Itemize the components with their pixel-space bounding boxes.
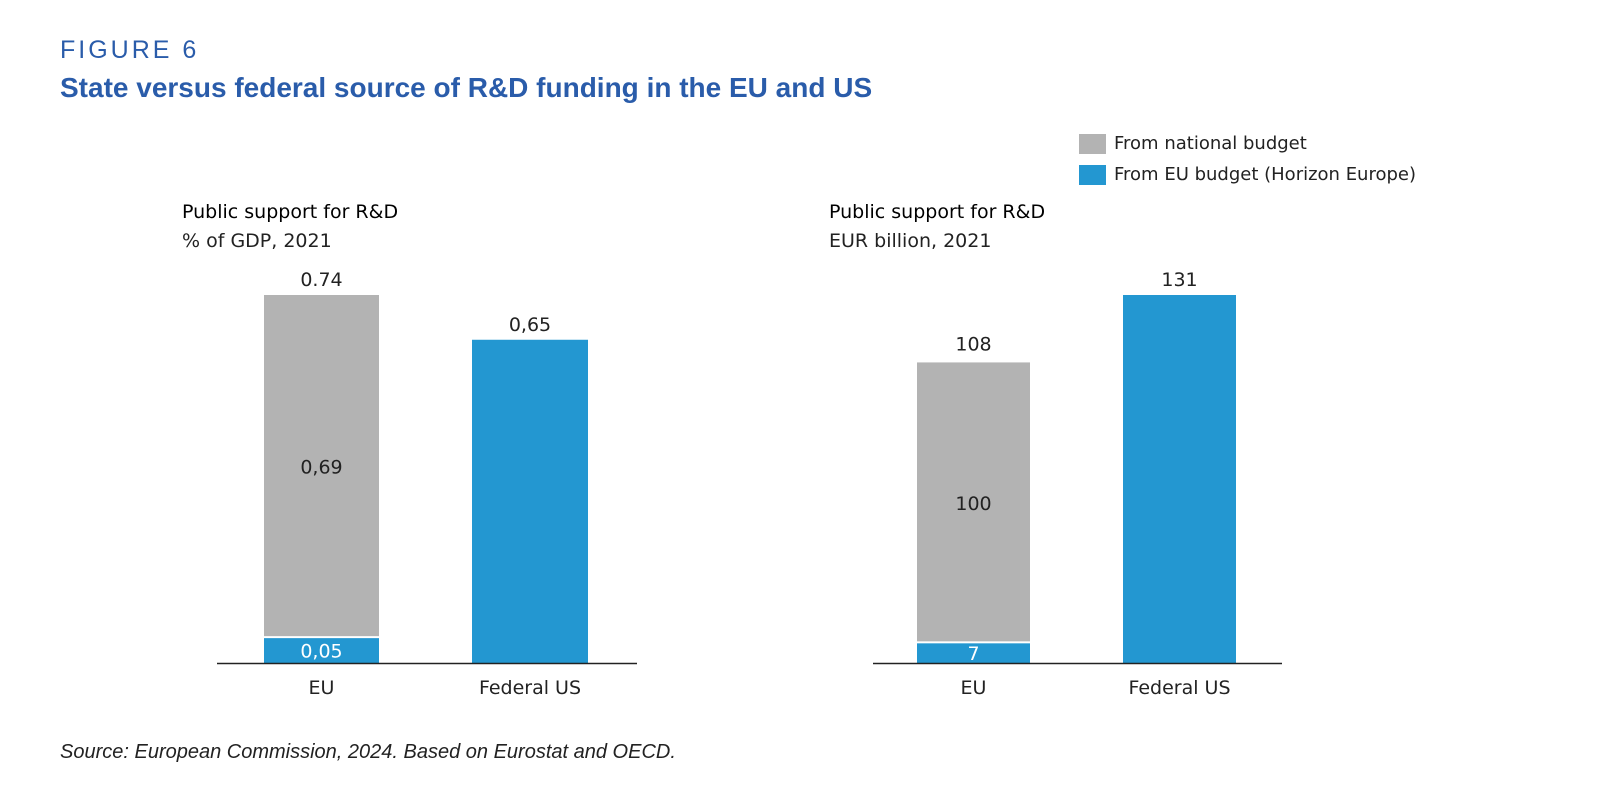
bar-segment: [1123, 295, 1236, 663]
bar-segment: [264, 295, 379, 637]
panel-title: Public support for R&D: [829, 201, 1045, 223]
legend: From national budget From EU budget (Hor…: [1079, 128, 1416, 190]
category-label: Federal US: [479, 677, 581, 699]
legend-swatch-national: [1079, 133, 1106, 154]
bar-segment: [264, 638, 379, 663]
bar-segment: [917, 643, 1030, 663]
total-label: 108: [955, 334, 991, 356]
figure-label: FIGURE 6: [60, 36, 200, 64]
source-note: Source: European Commission, 2024. Based…: [60, 741, 676, 763]
category-label: EU: [961, 677, 987, 699]
panel-subtitle: % of GDP, 2021: [182, 230, 332, 252]
total-label: 131: [1161, 269, 1197, 291]
figure-title: State versus federal source of R&D fundi…: [60, 72, 873, 103]
legend-item-eu: From EU budget (Horizon Europe): [1079, 159, 1416, 190]
panel-title: Public support for R&D: [182, 201, 398, 223]
data-label: 100: [955, 493, 991, 515]
legend-label: From national budget: [1114, 133, 1307, 154]
legend-label: From EU budget (Horizon Europe): [1114, 164, 1417, 185]
total-label: 0,65: [509, 314, 551, 336]
category-label: EU: [309, 677, 335, 699]
data-label: 0,69: [300, 457, 342, 479]
bar-segment: [917, 362, 1030, 642]
legend-swatch-eu: [1079, 164, 1106, 185]
legend-item-national: From national budget: [1079, 128, 1416, 159]
panel-subtitle: EUR billion, 2021: [829, 230, 991, 252]
bar-segment: [472, 339, 588, 663]
data-label: 0,05: [300, 641, 342, 663]
data-label: 7: [967, 643, 979, 665]
category-label: Federal US: [1128, 677, 1230, 699]
total-label: 0.74: [300, 269, 342, 291]
